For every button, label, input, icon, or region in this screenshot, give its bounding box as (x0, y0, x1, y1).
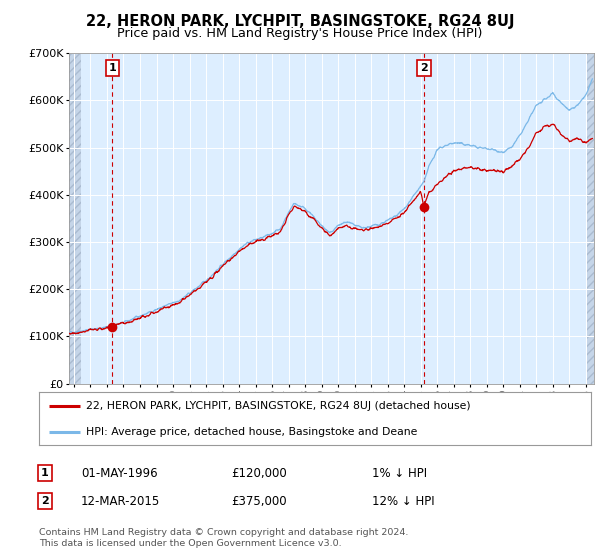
Text: 2: 2 (41, 496, 49, 506)
Text: Price paid vs. HM Land Registry's House Price Index (HPI): Price paid vs. HM Land Registry's House … (118, 27, 482, 40)
Text: 12% ↓ HPI: 12% ↓ HPI (372, 494, 434, 508)
Bar (69, 53, 81, 384)
Text: 1% ↓ HPI: 1% ↓ HPI (372, 466, 427, 480)
Text: 1: 1 (41, 468, 49, 478)
Bar (587, 53, 594, 384)
Text: HPI: Average price, detached house, Basingstoke and Deane: HPI: Average price, detached house, Basi… (86, 427, 417, 437)
Text: 1: 1 (109, 63, 116, 73)
Text: £120,000: £120,000 (231, 466, 287, 480)
Text: 22, HERON PARK, LYCHPIT, BASINGSTOKE, RG24 8UJ: 22, HERON PARK, LYCHPIT, BASINGSTOKE, RG… (86, 14, 514, 29)
Text: 01-MAY-1996: 01-MAY-1996 (81, 466, 158, 480)
Text: 12-MAR-2015: 12-MAR-2015 (81, 494, 160, 508)
Text: 22, HERON PARK, LYCHPIT, BASINGSTOKE, RG24 8UJ (detached house): 22, HERON PARK, LYCHPIT, BASINGSTOKE, RG… (86, 402, 470, 412)
Text: 2: 2 (420, 63, 428, 73)
Text: £375,000: £375,000 (231, 494, 287, 508)
Text: This data is licensed under the Open Government Licence v3.0.: This data is licensed under the Open Gov… (39, 539, 341, 548)
Text: Contains HM Land Registry data © Crown copyright and database right 2024.: Contains HM Land Registry data © Crown c… (39, 528, 409, 536)
